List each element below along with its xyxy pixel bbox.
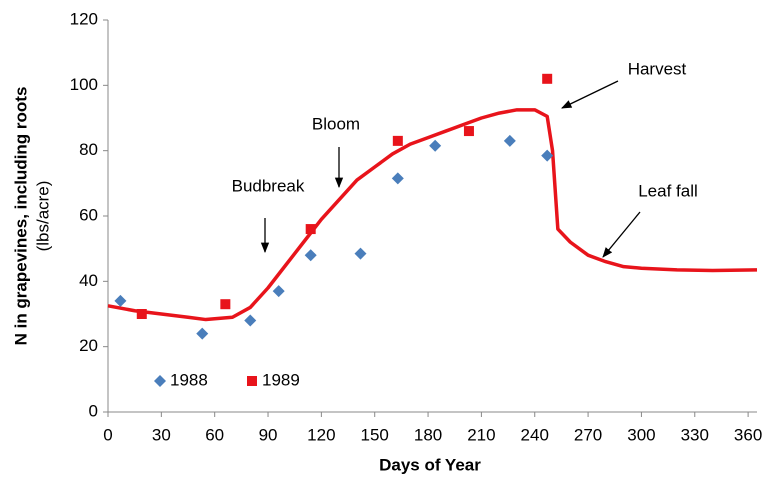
point [503,134,516,147]
annotation: Leaf fall [638,181,698,200]
y-tick-label: 120 [70,9,98,28]
point [541,149,554,162]
legend-marker [247,376,257,386]
point [354,247,367,260]
x-tick-label: 300 [627,425,655,444]
legend-label: 1989 [262,370,300,389]
point [391,172,404,185]
point [463,126,474,137]
x-tick-label: 90 [259,425,278,444]
x-tick-label: 150 [361,425,389,444]
y-axis-title: N in grapevines, including roots [11,87,30,346]
y-tick-label: 60 [79,205,98,224]
point [196,327,209,340]
y-tick-label: 20 [79,336,98,355]
annotation-arrow [602,211,641,258]
point [244,314,257,327]
x-tick-label: 120 [307,425,335,444]
point [392,135,403,146]
y-axis-unit: (lbs/acre) [33,181,52,252]
point [304,249,317,262]
x-tick-label: 360 [734,425,762,444]
x-tick-label: 0 [103,425,112,444]
point [305,224,316,235]
fit-line [107,108,758,322]
annotation: Harvest [628,59,687,78]
annotation-arrow [561,80,619,109]
point [429,139,442,152]
point [272,285,285,298]
point [114,294,127,307]
y-tick-label: 80 [79,140,98,159]
y-tick-label: 0 [89,401,98,420]
x-tick-label: 240 [521,425,549,444]
y-tick-label: 100 [70,75,98,94]
legend-marker [154,375,166,387]
point [542,73,553,84]
x-axis-title: Days of Year [379,455,481,474]
x-tick-label: 270 [574,425,602,444]
y-tick-label: 40 [79,271,98,290]
annotation: Budbreak [232,176,305,195]
x-tick-label: 330 [681,425,709,444]
x-tick-label: 60 [205,425,224,444]
x-tick-label: 30 [152,425,171,444]
point [220,299,231,310]
annotation: Bloom [312,114,360,133]
x-tick-label: 180 [414,425,442,444]
x-tick-label: 210 [467,425,495,444]
legend-label: 1988 [170,370,208,389]
point [136,309,147,319]
